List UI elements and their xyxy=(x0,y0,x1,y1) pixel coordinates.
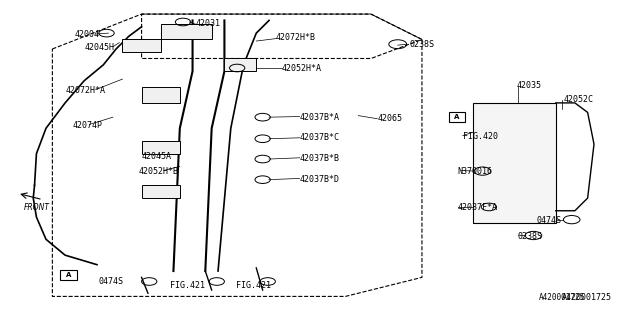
Text: 42004: 42004 xyxy=(75,30,100,39)
Text: 0238S: 0238S xyxy=(409,40,434,49)
Bar xyxy=(141,185,180,198)
Text: 42037F*A: 42037F*A xyxy=(458,203,498,212)
Text: 0474S: 0474S xyxy=(537,216,562,225)
Text: 42037B*C: 42037B*C xyxy=(300,133,340,142)
Text: 42052H*A: 42052H*A xyxy=(282,63,322,73)
Text: 42052H*B: 42052H*B xyxy=(138,167,179,176)
Text: FIG.420: FIG.420 xyxy=(463,132,498,141)
Text: 42035: 42035 xyxy=(516,81,541,90)
Text: 42037B*A: 42037B*A xyxy=(300,113,340,122)
FancyBboxPatch shape xyxy=(449,112,465,122)
Text: FIG.421: FIG.421 xyxy=(236,281,271,290)
Bar xyxy=(122,39,161,52)
Text: 42045H: 42045H xyxy=(84,43,114,52)
Text: FIG.421: FIG.421 xyxy=(170,281,205,290)
Text: FRONT: FRONT xyxy=(24,203,49,212)
Bar xyxy=(141,141,180,154)
Text: A420001725: A420001725 xyxy=(539,293,585,302)
Text: 42065: 42065 xyxy=(378,114,403,123)
Bar xyxy=(225,59,256,71)
Text: 42072H*B: 42072H*B xyxy=(275,33,316,42)
Bar xyxy=(473,103,556,223)
Bar xyxy=(141,87,180,103)
Text: 42037B*B: 42037B*B xyxy=(300,154,340,163)
Text: N370016: N370016 xyxy=(458,167,493,176)
Text: 0238S: 0238S xyxy=(518,232,543,241)
Text: 42037B*D: 42037B*D xyxy=(300,174,340,184)
Text: 42045A: 42045A xyxy=(141,152,172,161)
Text: 42072H*A: 42072H*A xyxy=(65,86,105,95)
Text: A: A xyxy=(66,272,71,278)
Text: A: A xyxy=(452,116,458,125)
FancyBboxPatch shape xyxy=(60,270,77,280)
Text: A420001725: A420001725 xyxy=(562,293,612,302)
Text: 0474S: 0474S xyxy=(99,277,124,286)
Bar xyxy=(161,24,212,39)
Text: 42074P: 42074P xyxy=(73,121,103,130)
Text: 42052C: 42052C xyxy=(563,95,593,104)
Text: A: A xyxy=(454,114,460,120)
Text: 42031: 42031 xyxy=(196,19,221,28)
